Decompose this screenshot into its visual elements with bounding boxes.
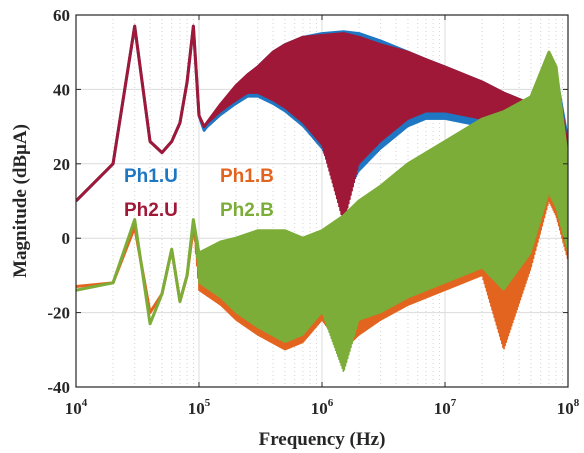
data-point bbox=[302, 237, 304, 239]
data-point bbox=[555, 66, 557, 68]
data-point bbox=[342, 32, 345, 35]
data-point bbox=[444, 140, 446, 143]
x-axis-ticks: 104 105 106 107 108 bbox=[65, 15, 580, 418]
data-point bbox=[481, 81, 483, 83]
data-point bbox=[198, 252, 200, 254]
data-point bbox=[444, 66, 446, 68]
data-point bbox=[530, 96, 532, 98]
y-tick-label: 40 bbox=[53, 80, 70, 99]
y-tick-label: 20 bbox=[53, 155, 70, 174]
data-point bbox=[133, 25, 136, 27]
data-point bbox=[272, 51, 274, 53]
y-axis-title: Magnitude (dBμA) bbox=[10, 124, 31, 278]
data-point bbox=[112, 163, 114, 165]
legend-entry-ph2-b: Ph2.B bbox=[220, 200, 274, 221]
data-point bbox=[256, 66, 259, 68]
data-point bbox=[161, 151, 163, 154]
data-point bbox=[203, 129, 205, 132]
data-point bbox=[407, 51, 409, 53]
data-point bbox=[407, 163, 409, 165]
legend: Ph1.U Ph1.B Ph2.U Ph2.B bbox=[124, 166, 274, 221]
data-point bbox=[161, 293, 163, 295]
data-point bbox=[321, 34, 323, 37]
data-point bbox=[502, 92, 505, 94]
data-point bbox=[186, 81, 188, 83]
data-point bbox=[235, 84, 237, 87]
data-point bbox=[179, 122, 181, 124]
data-point bbox=[179, 300, 181, 303]
data-point bbox=[203, 125, 205, 128]
y-tick-label: 60 bbox=[53, 6, 70, 25]
data-point bbox=[379, 185, 382, 187]
series-layer bbox=[76, 24, 568, 372]
data-point bbox=[170, 248, 173, 251]
data-point bbox=[149, 140, 151, 143]
x-tick-label: 106 bbox=[311, 397, 334, 418]
data-point bbox=[198, 114, 200, 117]
data-point bbox=[284, 43, 286, 46]
data-point bbox=[219, 103, 222, 106]
legend-entry-ph2-u: Ph2.U bbox=[124, 200, 178, 221]
data-point bbox=[256, 229, 259, 232]
data-point bbox=[502, 110, 505, 113]
series-ph2-u bbox=[76, 24, 568, 223]
data-point bbox=[481, 118, 483, 120]
data-point bbox=[425, 58, 427, 61]
data-point bbox=[379, 40, 382, 42]
data-point bbox=[247, 73, 249, 76]
legend-entry-ph1-u: Ph1.U bbox=[124, 166, 178, 187]
data-point bbox=[321, 229, 323, 232]
data-point bbox=[112, 282, 114, 284]
data-point bbox=[186, 274, 188, 277]
data-point bbox=[149, 322, 151, 325]
y-tick-label: -40 bbox=[47, 378, 70, 397]
data-point bbox=[170, 140, 173, 143]
data-point bbox=[133, 218, 136, 221]
data-point bbox=[219, 241, 222, 243]
data-point bbox=[548, 51, 550, 53]
data-point bbox=[358, 36, 360, 39]
data-point bbox=[358, 200, 360, 202]
data-point bbox=[192, 218, 195, 221]
data-point bbox=[284, 229, 286, 232]
x-tick-label: 108 bbox=[557, 397, 580, 418]
data-point bbox=[379, 43, 382, 46]
y-tick-label: -20 bbox=[47, 304, 70, 323]
y-tick-label: 0 bbox=[62, 229, 71, 248]
x-tick-label: 105 bbox=[188, 397, 211, 418]
x-tick-label: 107 bbox=[434, 397, 457, 418]
data-point bbox=[358, 32, 360, 35]
y-axis-ticks: -40 -20 0 20 40 60 bbox=[47, 6, 568, 397]
data-point bbox=[192, 25, 195, 27]
data-point bbox=[235, 237, 237, 239]
data-point bbox=[342, 215, 345, 217]
data-point bbox=[302, 36, 304, 39]
x-axis-title: Frequency (Hz) bbox=[259, 429, 386, 450]
x-tick-label: 104 bbox=[65, 397, 88, 418]
series-ph2-b bbox=[76, 50, 568, 372]
legend-entry-ph1-b: Ph1.B bbox=[220, 166, 274, 187]
